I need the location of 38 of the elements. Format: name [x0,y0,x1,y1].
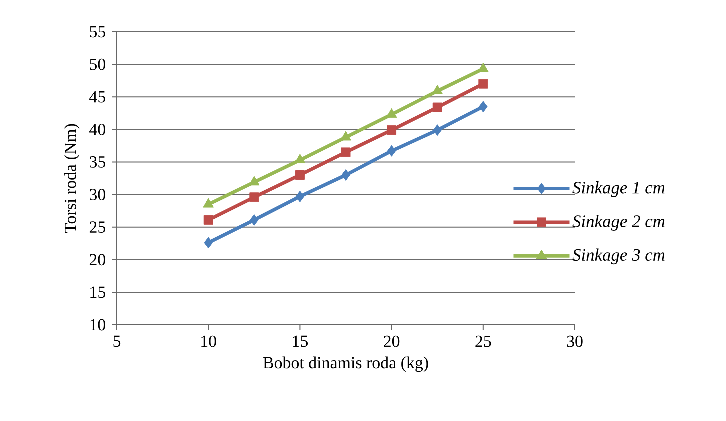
y-tick-label: 35 [90,156,106,168]
point [432,85,444,94]
legend-label: Sinkage 3 cm [572,248,665,265]
point [250,214,259,226]
y-tick-label: 25 [90,222,106,234]
point [295,170,305,180]
point [387,145,396,157]
point [203,198,214,208]
x-tick-label: 15 [293,336,308,348]
point [478,79,488,89]
point [204,237,213,249]
point [340,131,352,141]
point [479,101,488,113]
point [296,191,305,202]
y-tick-label: 50 [90,58,106,70]
point [204,215,214,225]
point [250,192,260,202]
point [433,124,442,136]
x-axis-title: Bobot dinamis roda (kg) [263,356,428,372]
point [341,148,351,158]
point [432,102,442,112]
x-tick-label: 5 [114,336,121,348]
x-tick-label: 10 [202,336,216,348]
y-axis-title: Torsi roda (Nm) [64,124,80,234]
y-tick-label: 20 [90,254,106,266]
y-tick-label: 30 [90,189,106,200]
point [342,170,350,181]
y-tick-label: 15 [90,286,106,298]
x-tick-label: 20 [384,336,400,348]
y-tick-label: 10 [90,319,106,331]
point [387,126,397,136]
x-tick-label: 25 [476,336,492,348]
y-tick-label: 55 [90,26,106,38]
legend-label: Sinkage 2 cm [572,215,665,231]
legend-label: Sinkage 1 cm [572,181,665,198]
y-tick-label: 45 [90,91,106,103]
x-tick-label: 30 [567,336,583,348]
y-tick-label: 40 [90,124,106,136]
